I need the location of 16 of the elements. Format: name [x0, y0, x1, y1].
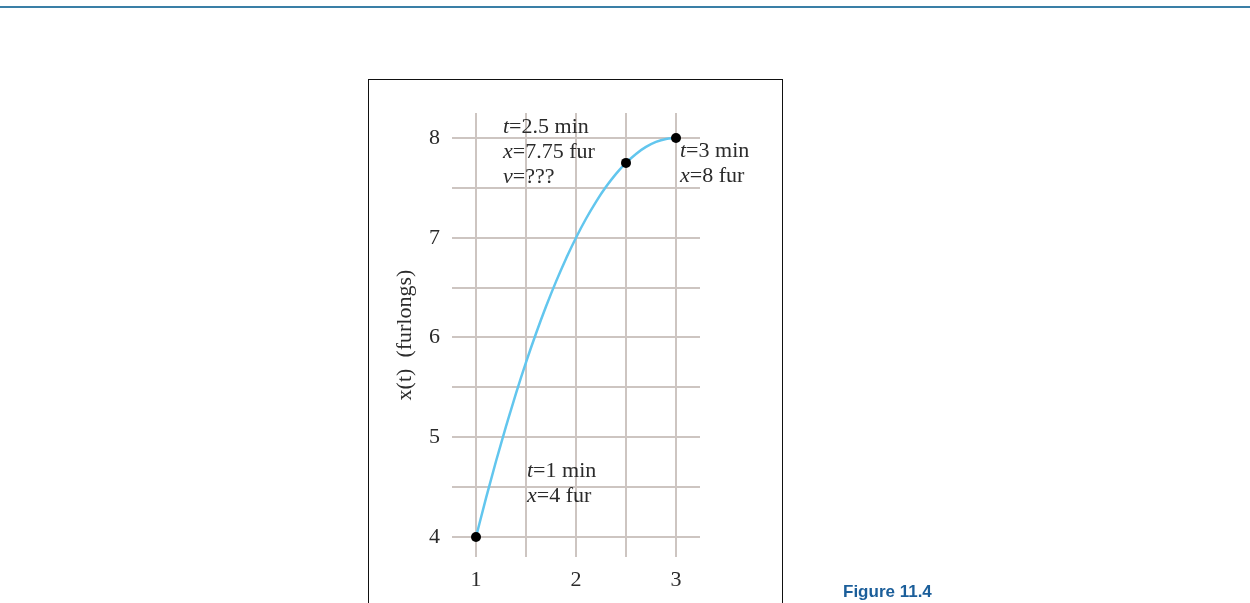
x-tick-label: 1	[470, 565, 482, 591]
y-axis-title: x(t) (furlongs)	[390, 269, 416, 401]
y-tick-label: 4	[429, 522, 440, 548]
point	[671, 132, 681, 143]
point	[471, 532, 481, 543]
annotation: t=3 min x=8 fur	[679, 136, 750, 187]
y-tick-label: 6	[429, 323, 440, 349]
y-tick-label: 5	[429, 423, 440, 449]
x-tick-label: 2	[570, 565, 582, 591]
y-tick-label: 8	[429, 123, 440, 149]
x-tick-label: 3	[670, 565, 682, 591]
annotation: t=2.5 min x=7.75 fur v=???	[502, 112, 596, 188]
point	[621, 157, 631, 168]
y-tick-label: 7	[429, 223, 440, 249]
annotation: t=1 min x=4 fur	[526, 456, 597, 507]
caption: Figure 11.4	[843, 581, 933, 601]
